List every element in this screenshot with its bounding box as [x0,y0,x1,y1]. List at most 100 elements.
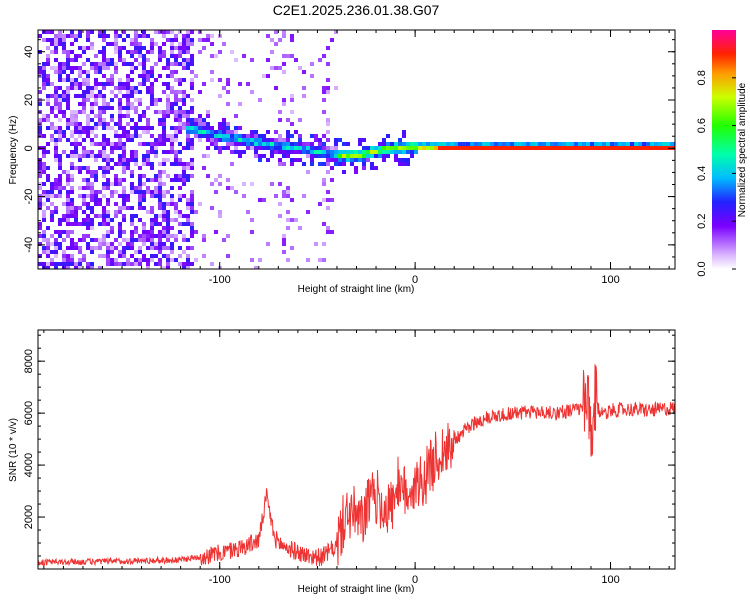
heatmap-cell [150,50,154,54]
heatmap-cell [142,62,146,66]
heatmap-cell [210,130,214,134]
heatmap-cell [90,206,94,210]
heatmap-cell [86,182,90,186]
heatmap-cell [298,118,302,122]
heatmap-cell [214,54,218,58]
heatmap-cell [158,30,162,34]
heatmap-cell [186,178,190,182]
heatmap-cell [54,94,58,98]
heatmap-cell [98,222,102,226]
heatmap-cell [646,142,650,146]
heatmap-cell [326,122,330,126]
heatmap-cell [186,174,190,178]
heatmap-cell [362,162,366,166]
heatmap-cell [74,34,78,38]
heatmap-cell [502,146,506,150]
heatmap-cell [190,110,194,114]
heatmap-cell [158,186,162,190]
heatmap-cell [534,142,538,146]
heatmap-cell [158,142,162,146]
heatmap-cell [226,78,230,82]
heatmap-cell [90,110,94,114]
heatmap-cell [210,206,214,210]
heatmap-cell [226,234,230,238]
heatmap-cell [114,50,118,54]
heatmap-cell [190,38,194,42]
heatmap-cell [126,134,130,138]
heatmap-cell [178,158,182,162]
heatmap-cell [174,150,178,154]
heatmap-cell [342,162,346,166]
heatmap-cell [122,150,126,154]
heatmap-cell [122,194,126,198]
heatmap-cell [246,82,250,86]
heatmap-cell [210,134,214,138]
heatmap-cell [54,98,58,102]
heatmap-cell [166,38,170,42]
heatmap-cell [42,62,46,66]
heatmap-cell [130,182,134,186]
heatmap-cell [330,178,334,182]
heatmap-cell [490,146,494,150]
heatmap-cell [346,150,350,154]
heatmap-cell [614,142,618,146]
heatmap-cell [446,146,450,150]
heatmap-cell [266,142,270,146]
heatmap-cell [322,110,326,114]
heatmap-cell [98,66,102,70]
heatmap-cell [174,174,178,178]
heatmap-cell [114,42,118,46]
heatmap-cell [286,118,290,122]
heatmap-cell [422,142,426,146]
heatmap-cell [90,170,94,174]
heatmap-cell [330,154,334,158]
heatmap-cell [138,202,142,206]
heatmap-cell [122,166,126,170]
heatmap-cell [202,238,206,242]
heatmap-cell [238,142,242,146]
heatmap-cell [86,46,90,50]
heatmap-cell [302,142,306,146]
heatmap-cell [102,234,106,238]
heatmap-cell [94,134,98,138]
heatmap-cell [62,186,66,190]
heatmap-cell [90,66,94,70]
heatmap-cell [178,122,182,126]
heatmap-cell [170,46,174,50]
heatmap-cell [354,158,358,162]
heatmap-cell [202,82,206,86]
heatmap-cell [162,118,166,122]
heatmap-cell [38,166,42,170]
heatmap-cell [182,78,186,82]
heatmap-cell [42,170,46,174]
heatmap-cell [174,158,178,162]
heatmap-cell [118,98,122,102]
heatmap-cell [186,262,190,266]
heatmap-cell [190,222,194,226]
heatmap-cell [186,202,190,206]
heatmap-cell [94,170,98,174]
heatmap-cell [42,162,46,166]
heatmap-cell [102,134,106,138]
heatmap-cell [94,154,98,158]
heatmap-cell [150,94,154,98]
heatmap-cell [90,118,94,122]
heatmap-cell [458,146,462,150]
heatmap-cell [222,122,226,126]
heatmap-cell [162,114,166,118]
heatmap-cell [122,238,126,242]
heatmap-cell [334,154,338,158]
heatmap-cell [318,58,322,62]
heatmap-cell [418,146,422,150]
heatmap-cell [186,198,190,202]
heatmap-cell [178,186,182,190]
heatmap-cell [186,42,190,46]
heatmap-cell [50,38,54,42]
heatmap-cell [170,146,174,150]
heatmap-cell [122,162,126,166]
heatmap-cell [126,106,130,110]
heatmap-cell [122,170,126,174]
heatmap-cell [126,62,130,66]
heatmap-cell [102,50,106,54]
heatmap-cell [474,142,478,146]
